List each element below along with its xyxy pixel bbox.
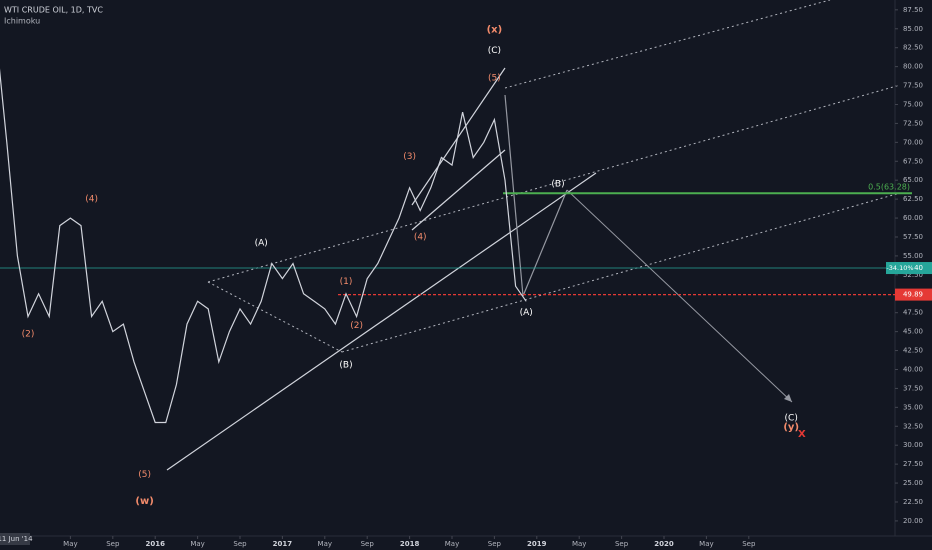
fib-label: 0.5(63.28) bbox=[868, 183, 910, 192]
change-box bbox=[886, 262, 914, 275]
projection-arrow bbox=[566, 189, 793, 403]
wave-label: (B) bbox=[339, 360, 352, 370]
x-tick-label: 2016 bbox=[145, 540, 165, 548]
chart-title: WTI CRUDE OIL, 1D, TVC bbox=[4, 6, 103, 15]
y-tick-label: 60.00 bbox=[903, 214, 923, 222]
x-tick-label: May bbox=[572, 540, 586, 548]
y-tick-label: 40.00 bbox=[903, 365, 923, 373]
x-tick-label: 2018 bbox=[400, 540, 420, 548]
wave-label: (w) bbox=[135, 496, 153, 507]
y-tick-label: 52.50 bbox=[903, 271, 923, 279]
pitchfork bbox=[207, 0, 901, 353]
x-tick-label: Sep bbox=[233, 540, 247, 548]
x-tick-label: Sep bbox=[488, 540, 502, 548]
price-line-series bbox=[0, 68, 527, 424]
y-tick-label: 47.50 bbox=[903, 309, 923, 317]
start-date-box bbox=[0, 533, 30, 545]
y-tick-label: 67.50 bbox=[903, 157, 923, 165]
channel-line bbox=[411, 149, 506, 231]
y-tick-label: 22.50 bbox=[903, 498, 923, 506]
wave-label: (5) bbox=[488, 73, 501, 83]
wave-label: X bbox=[798, 429, 806, 440]
wave-label: (y) bbox=[783, 422, 799, 433]
wave-label: (2) bbox=[22, 329, 35, 339]
y-tick-label: 82.50 bbox=[903, 44, 923, 52]
x-tick-label: 2017 bbox=[273, 540, 293, 548]
y-tick-label: 42.50 bbox=[903, 347, 923, 355]
wave-label: (4) bbox=[414, 232, 427, 242]
x-tick-label: Sep bbox=[361, 540, 375, 548]
y-tick-label: 20.00 bbox=[903, 517, 923, 525]
x-tick-label: May bbox=[445, 540, 459, 548]
y-tick-label: 32.50 bbox=[903, 422, 923, 430]
y-tick-label: 75.00 bbox=[903, 100, 923, 108]
wave-label: (x) bbox=[487, 25, 503, 36]
y-tick-label: 55.00 bbox=[903, 252, 923, 260]
x-tick-label: Sep bbox=[106, 540, 120, 548]
y-tick-label: 70.00 bbox=[903, 138, 923, 146]
arrow-head bbox=[784, 394, 792, 402]
trendlines bbox=[166, 67, 597, 471]
y-tick-label: 57.50 bbox=[903, 233, 923, 241]
dotted-line bbox=[341, 192, 901, 353]
wave-label: (4) bbox=[85, 195, 98, 205]
dotted-line bbox=[207, 281, 343, 353]
y-tick-label: 30.00 bbox=[903, 441, 923, 449]
y-tick-label: 72.50 bbox=[903, 119, 923, 127]
x-tick-label: Sep bbox=[615, 540, 629, 548]
y-tick-label: 85.00 bbox=[903, 25, 923, 33]
wave-line bbox=[504, 94, 524, 297]
dotted-line bbox=[504, 0, 831, 89]
y-tick-label: 27.50 bbox=[903, 460, 923, 468]
y-tick-label: 87.50 bbox=[903, 6, 923, 14]
y-tick-label: 25.00 bbox=[903, 479, 923, 487]
y-tick-label: 65.00 bbox=[903, 176, 923, 184]
x-tick-label: May bbox=[190, 540, 204, 548]
wave-label: (A) bbox=[255, 239, 268, 249]
y-tick-label: 35.00 bbox=[903, 403, 923, 411]
x-tick-label: May bbox=[318, 540, 332, 548]
wave-label: (C) bbox=[488, 46, 501, 56]
wave-label: (5) bbox=[138, 470, 151, 480]
x-tick-label: 2020 bbox=[654, 540, 674, 548]
y-tick-label: 45.00 bbox=[903, 328, 923, 336]
price-label: 49.89 bbox=[903, 291, 923, 299]
start-date-label: 11 Jun '14 bbox=[0, 535, 33, 543]
wave-line bbox=[522, 189, 568, 297]
y-tick-label: 80.00 bbox=[903, 63, 923, 71]
wave-label: (C) bbox=[785, 413, 798, 423]
x-tick-label: May bbox=[699, 540, 713, 548]
wave-label: (1) bbox=[340, 277, 353, 287]
indicator-label: Ichimoku bbox=[4, 17, 40, 26]
wave-label: (B) bbox=[551, 179, 564, 189]
x-tick-label: May bbox=[63, 540, 77, 548]
wave-label: (A) bbox=[520, 308, 533, 318]
y-tick-label: 37.50 bbox=[903, 384, 923, 392]
price-box bbox=[895, 288, 932, 301]
wave-label: (3) bbox=[403, 152, 416, 162]
y-tick-label: 62.50 bbox=[903, 195, 923, 203]
x-tick-label: 2019 bbox=[527, 540, 547, 548]
wave-label: (2) bbox=[350, 321, 363, 331]
x-tick-label: Sep bbox=[742, 540, 756, 548]
trendline bbox=[166, 172, 597, 471]
change-label: -34.10% bbox=[886, 264, 913, 272]
channel-line bbox=[411, 67, 506, 206]
y-tick-label: 77.50 bbox=[903, 82, 923, 90]
